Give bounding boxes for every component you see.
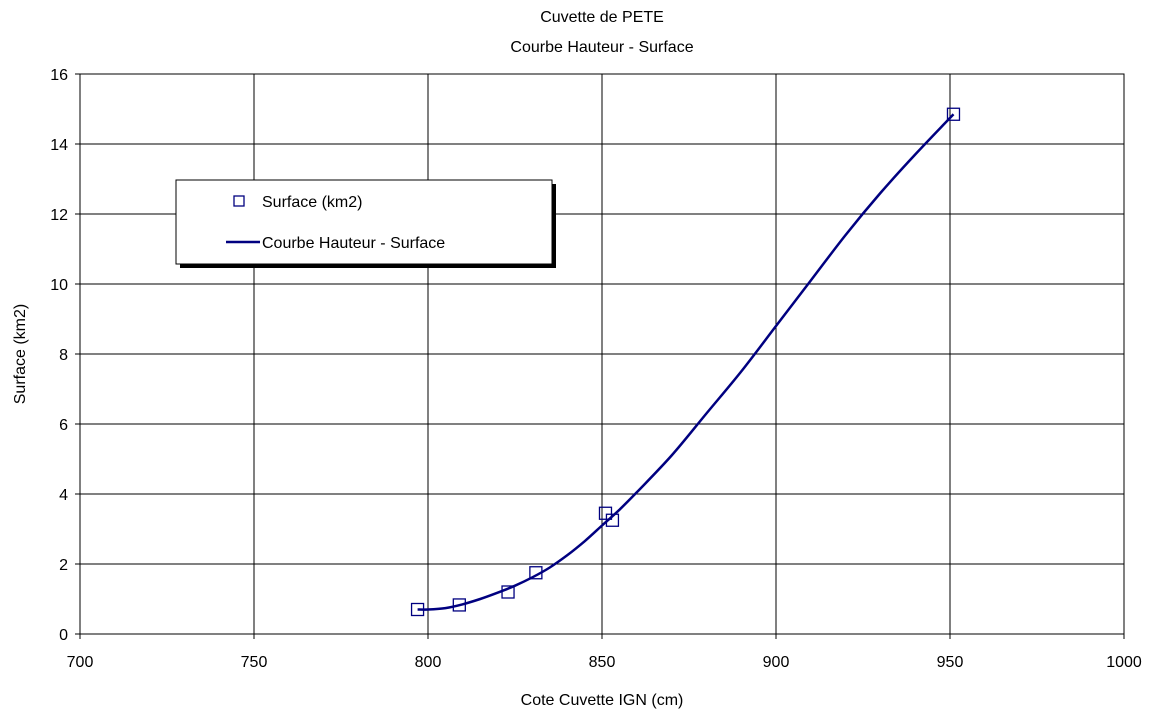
data-point-surface [501,585,515,599]
y-tick-label: 0 [59,627,68,644]
data-point-surface [598,506,613,520]
y-tick-label: 4 [59,487,68,504]
y-tick-label: 16 [50,67,68,84]
x-tick-label: 750 [241,654,268,671]
x-tick-label: 850 [589,654,616,671]
y-tick-label: 10 [50,277,68,294]
y-tick-label: 6 [59,417,68,434]
y-tick-label: 8 [59,347,68,364]
grid-layer [79,73,1125,635]
x-tick-label: 800 [415,654,442,671]
x-axis-ticks: 700 750 800 850 900 950 1000 [67,634,1142,671]
legend-label-curve: Courbe Hauteur - Surface [262,235,445,252]
x-tick-label: 1000 [1106,654,1142,671]
x-tick-label: 900 [763,654,790,671]
legend: Surface (km2) Courbe Hauteur - Surface [175,179,556,268]
chart-subtitle: Courbe Hauteur - Surface [510,39,693,56]
data-point-surface [946,107,961,121]
data-point-surface [452,598,466,612]
y-tick-label: 12 [50,207,68,224]
legend-marker-square [233,195,245,207]
x-tick-label: 700 [67,654,94,671]
x-tick-label: 950 [937,654,964,671]
y-tick-label: 2 [59,557,68,574]
data-point-surface [410,602,425,617]
y-tick-label: 14 [50,137,68,154]
legend-box [175,179,553,265]
series-layer [410,107,961,617]
legend-label-surface: Surface (km2) [262,194,362,211]
chart-title: Cuvette de PETE [540,9,664,26]
data-point-surface [605,513,620,527]
x-axis-label: Cote Cuvette IGN (cm) [521,692,684,709]
y-axis-label: Surface (km2) [12,304,29,404]
data-point-surface [529,566,543,580]
series-line-courbe-hauteur-surface [417,113,955,611]
y-axis-ticks: 0 2 4 6 8 10 12 14 16 [50,67,80,644]
